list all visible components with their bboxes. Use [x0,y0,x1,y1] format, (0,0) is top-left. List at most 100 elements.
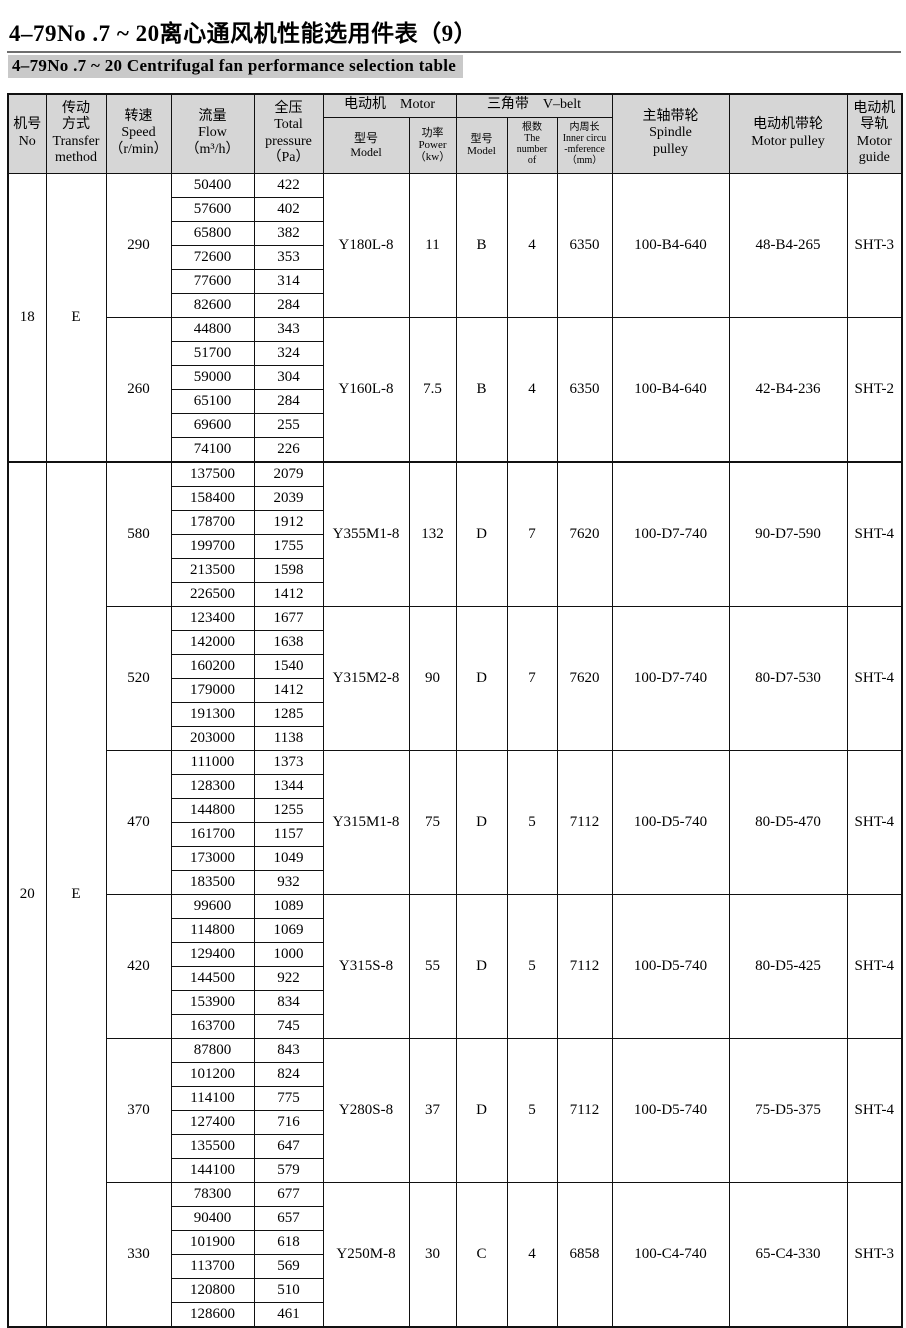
table-row: 163700 745 [8,1013,902,1039]
col-header-speed: 转速 Speed （r/min） [105,93,172,174]
pressure-cell: 324 [253,340,324,366]
pressure-cell: 402 [253,196,324,222]
pressure-cell: 1285 [253,701,324,727]
belt-model-cell: D [455,893,508,1039]
flow-cell: 135500 [170,1133,255,1159]
flow-cell: 163700 [170,1013,255,1039]
col-header-flow: 流量 Flow （m³/h） [170,93,255,174]
pressure-cell: 382 [253,220,324,246]
table-row: 90400 657 [8,1205,902,1231]
col-header-transfer-method: 传动 方式 Transfer method [45,93,107,174]
belt-circumference-cell: 6858 [556,1181,613,1327]
motor-pulley-cell: 65-C4-330 [728,1181,848,1327]
pressure-cell: 843 [253,1037,324,1063]
pressure-cell: 1373 [253,749,324,775]
table-row: 65100 284 [8,388,902,414]
pressure-cell: 745 [253,1013,324,1039]
pressure-cell: 1912 [253,509,324,535]
motor-power-cell: 132 [408,460,457,607]
fan-performance-table: 机号 No 传动 方式 Transfer method 转速 Speed （r/… [7,93,903,1328]
col-header-belt-model: 型号 Model [455,116,508,174]
motor-guide-cell: SHT-4 [846,1037,903,1183]
pressure-cell: 1540 [253,653,324,679]
belt-model-cell: C [455,1181,508,1327]
flow-cell: 87800 [170,1037,255,1063]
belt-model-cell: D [455,749,508,895]
col-header-motor-power: 功率 Power （kw） [408,116,457,174]
motor-pulley-cell: 48-B4-265 [728,172,848,318]
col-header-spindle-pulley: 主轴带轮 Spindle pulley [611,93,730,174]
speed-cell: 330 [105,1181,172,1327]
pressure-cell: 1598 [253,557,324,583]
speed-cell: 470 [105,749,172,895]
table-row: 173000 1049 [8,845,902,871]
pressure-cell: 579 [253,1157,324,1183]
pressure-cell: 304 [253,364,324,390]
table-row: 51700 324 [8,340,902,366]
title-divider [7,51,901,53]
belt-number-cell: 7 [506,605,558,751]
pressure-cell: 824 [253,1061,324,1087]
belt-circumference-cell: 7620 [556,605,613,751]
flow-cell: 90400 [170,1205,255,1231]
flow-cell: 50400 [170,172,255,198]
belt-circumference-cell: 6350 [556,172,613,318]
table-row: 135500 647 [8,1133,902,1159]
table-row: 101200 824 [8,1061,902,1087]
flow-cell: 113700 [170,1253,255,1279]
table-row: 470 111000 1373 Y315M1-8 75 D 5 7112 100-D5-740 8… [8,749,903,895]
motor-power-cell: 55 [408,893,457,1039]
pressure-cell: 1412 [253,581,324,607]
pressure-cell: 1412 [253,677,324,703]
speed-cell: 580 [105,460,172,607]
table-row: 128300 1344 [8,773,902,799]
flow-cell: 129400 [170,941,255,967]
speed-cell: 290 [105,172,172,318]
flow-cell: 158400 [170,485,255,511]
fan-no-cell: 20 [7,460,47,1327]
belt-number-cell: 4 [506,316,558,462]
table-row: 191300 1285 [8,701,902,727]
pressure-cell: 422 [253,172,324,198]
motor-pulley-cell: 80-D5-470 [728,749,848,895]
pressure-cell: 569 [253,1253,324,1279]
table-row: 114800 1069 [8,917,902,943]
flow-cell: 65100 [170,388,255,414]
spindle-pulley-cell: 100-D5-740 [611,1037,730,1183]
table-row: 144800 1255 [8,797,902,823]
table-row: 77600 314 [8,268,902,294]
spindle-pulley-cell: 100-D7-740 [611,605,730,751]
table-row: 158400 2039 [8,485,902,511]
flow-cell: 114800 [170,917,255,943]
table-row: 199700 1755 [8,533,902,559]
pressure-cell: 677 [253,1181,324,1207]
pressure-cell: 255 [253,412,324,438]
table-header: 机号 No 传动 方式 Transfer method 转速 Speed （r/… [7,93,903,174]
table-row: 370 87800 843 Y280S-8 37 D 5 7112 100-D5-740 75-D… [8,1037,903,1183]
col-header-no: 机号 No [7,93,47,174]
table-row: 113700 569 [8,1253,902,1279]
table-row: 213500 1598 [8,557,902,583]
pressure-cell: 461 [253,1301,324,1327]
motor-pulley-cell: 42-B4-236 [728,316,848,462]
pressure-cell: 226 [253,436,324,462]
table-row: 18 E 290 50400 422 Y180L-8 11 B 4 6350 100-B4-640 4… [7,172,903,462]
flow-cell: 226500 [170,581,255,607]
motor-pulley-cell: 80-D7-530 [728,605,848,751]
flow-cell: 99600 [170,893,255,919]
motor-guide-cell: SHT-3 [846,172,903,318]
table-row: 183500 932 [8,869,902,895]
flow-cell: 51700 [170,340,255,366]
table-row: 520 123400 1677 Y315M2-8 90 D 7 7620 100-D7-740 8… [8,605,903,751]
belt-model-cell: D [455,460,508,607]
table-row: 161700 1157 [8,821,902,847]
motor-guide-cell: SHT-2 [846,316,903,462]
pressure-cell: 1677 [253,605,324,631]
belt-circumference-cell: 7112 [556,893,613,1039]
motor-pulley-cell: 75-D5-375 [728,1037,848,1183]
table-row: 129400 1000 [8,941,902,967]
flow-cell: 173000 [170,845,255,871]
motor-guide-cell: SHT-3 [846,1181,903,1327]
table-body: 18 E 290 50400 422 Y180L-8 11 B 4 6350 100-B4-640 4… [7,172,903,1327]
belt-circumference-cell: 7620 [556,460,613,607]
